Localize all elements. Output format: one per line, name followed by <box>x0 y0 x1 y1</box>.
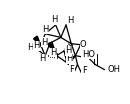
Polygon shape <box>66 56 75 65</box>
Polygon shape <box>34 36 41 45</box>
Text: H: H <box>65 46 71 55</box>
Text: F: F <box>82 66 87 75</box>
Text: H: H <box>67 16 73 25</box>
Text: H: H <box>39 54 45 63</box>
Text: H: H <box>42 25 48 34</box>
Text: F: F <box>69 65 74 74</box>
Text: H: H <box>33 41 40 50</box>
Text: HO: HO <box>82 50 95 59</box>
Text: H: H <box>50 48 57 57</box>
Text: OH: OH <box>108 65 121 74</box>
Text: H: H <box>41 38 48 47</box>
Text: O: O <box>80 40 86 49</box>
Text: H: H <box>66 54 72 63</box>
Text: H: H <box>51 15 58 24</box>
Polygon shape <box>48 42 57 56</box>
Text: H: H <box>27 43 33 52</box>
